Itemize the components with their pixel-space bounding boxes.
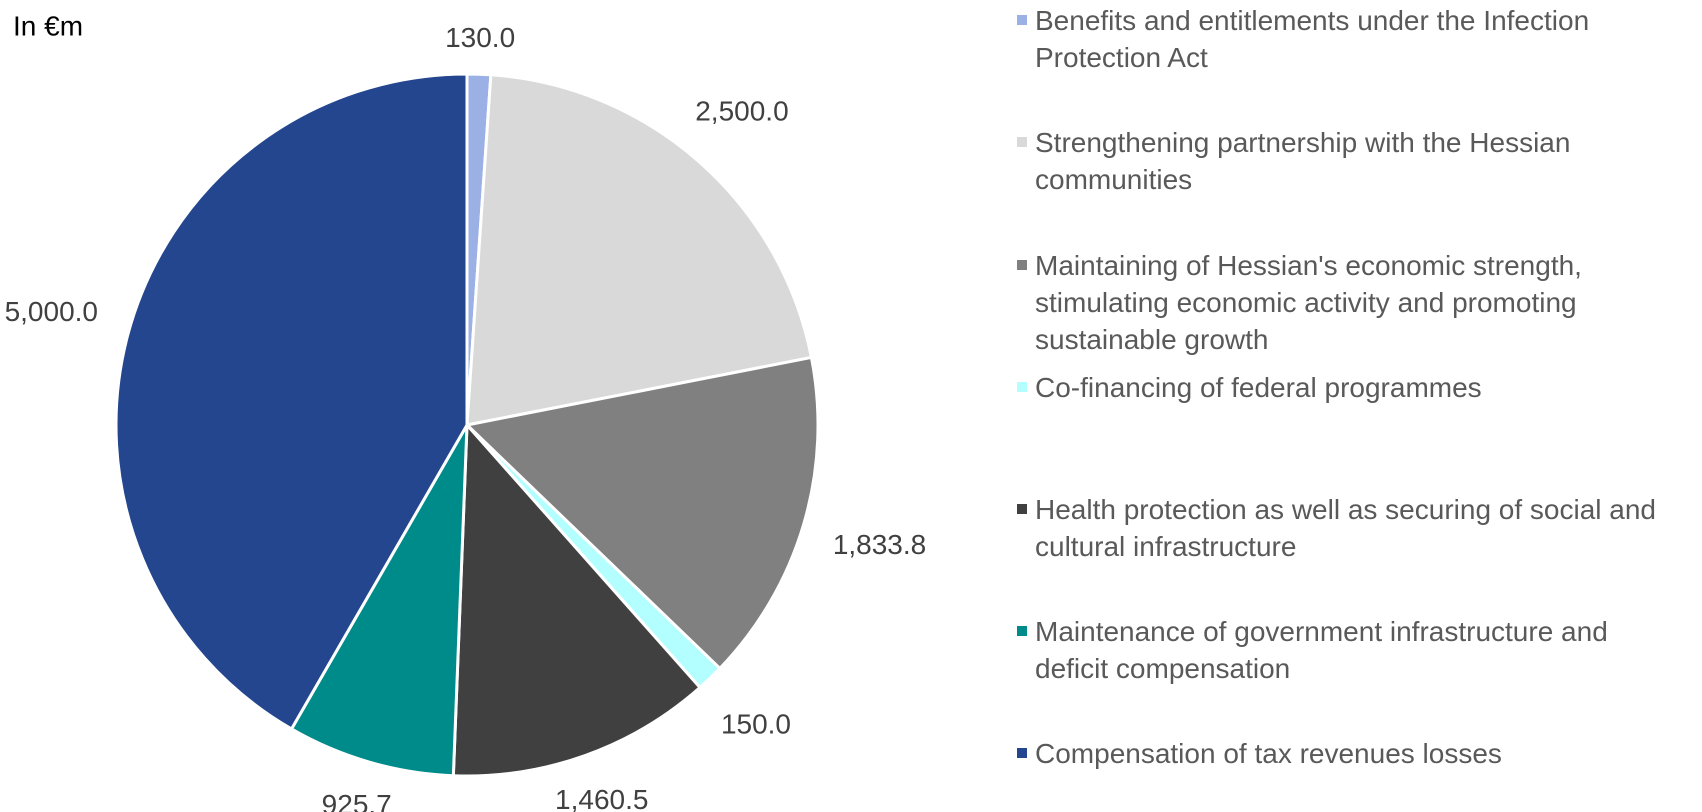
legend-label: Health protection as well as securing of… [1035,494,1657,562]
legend-item: Strengthening partnership with the Hessi… [1017,124,1687,198]
legend-label: Strengthening partnership with the Hessi… [1035,127,1571,195]
pie-slice [465,73,814,427]
legend-swatch [1017,626,1027,636]
legend-swatch [1017,382,1027,392]
legend-swatch [1017,260,1027,270]
legend-label: Maintaining of Hessian's economic streng… [1035,250,1582,355]
legend-item: Maintaining of Hessian's economic streng… [1017,247,1687,358]
legend-label: Benefits and entitlements under the Infe… [1035,5,1590,73]
data-label: 1,833.8 [833,529,926,560]
legend-item: Compensation of tax revenues losses [1017,735,1687,772]
legend-swatch [1017,504,1027,514]
legend-item: Health protection as well as securing of… [1017,491,1687,565]
data-label: 1,460.5 [555,784,648,812]
pie-slice [114,72,469,732]
pie-slice [289,424,469,778]
legend-item: Maintenance of government infrastructure… [1017,613,1687,687]
legend-swatch [1017,15,1027,25]
legend-swatch [1017,137,1027,147]
unit-label: In €m [13,10,83,41]
data-label: 130.0 [445,22,515,53]
legend-item: Benefits and entitlements under the Infe… [1017,2,1687,76]
data-label: 150.0 [721,708,791,739]
pie-slice [451,421,703,778]
legend-label: Compensation of tax revenues losses [1035,738,1502,769]
legend-item: Co-financing of federal programmes [1017,369,1687,406]
data-label: 2,500.0 [695,96,788,127]
data-label: 925.7 [322,789,392,812]
data-label: 5,000.0 [5,296,98,327]
legend-swatch [1017,748,1027,758]
legend-label: Maintenance of government infrastructure… [1035,616,1608,684]
legend-label: Co-financing of federal programmes [1035,372,1482,403]
pie-slice [463,355,820,671]
